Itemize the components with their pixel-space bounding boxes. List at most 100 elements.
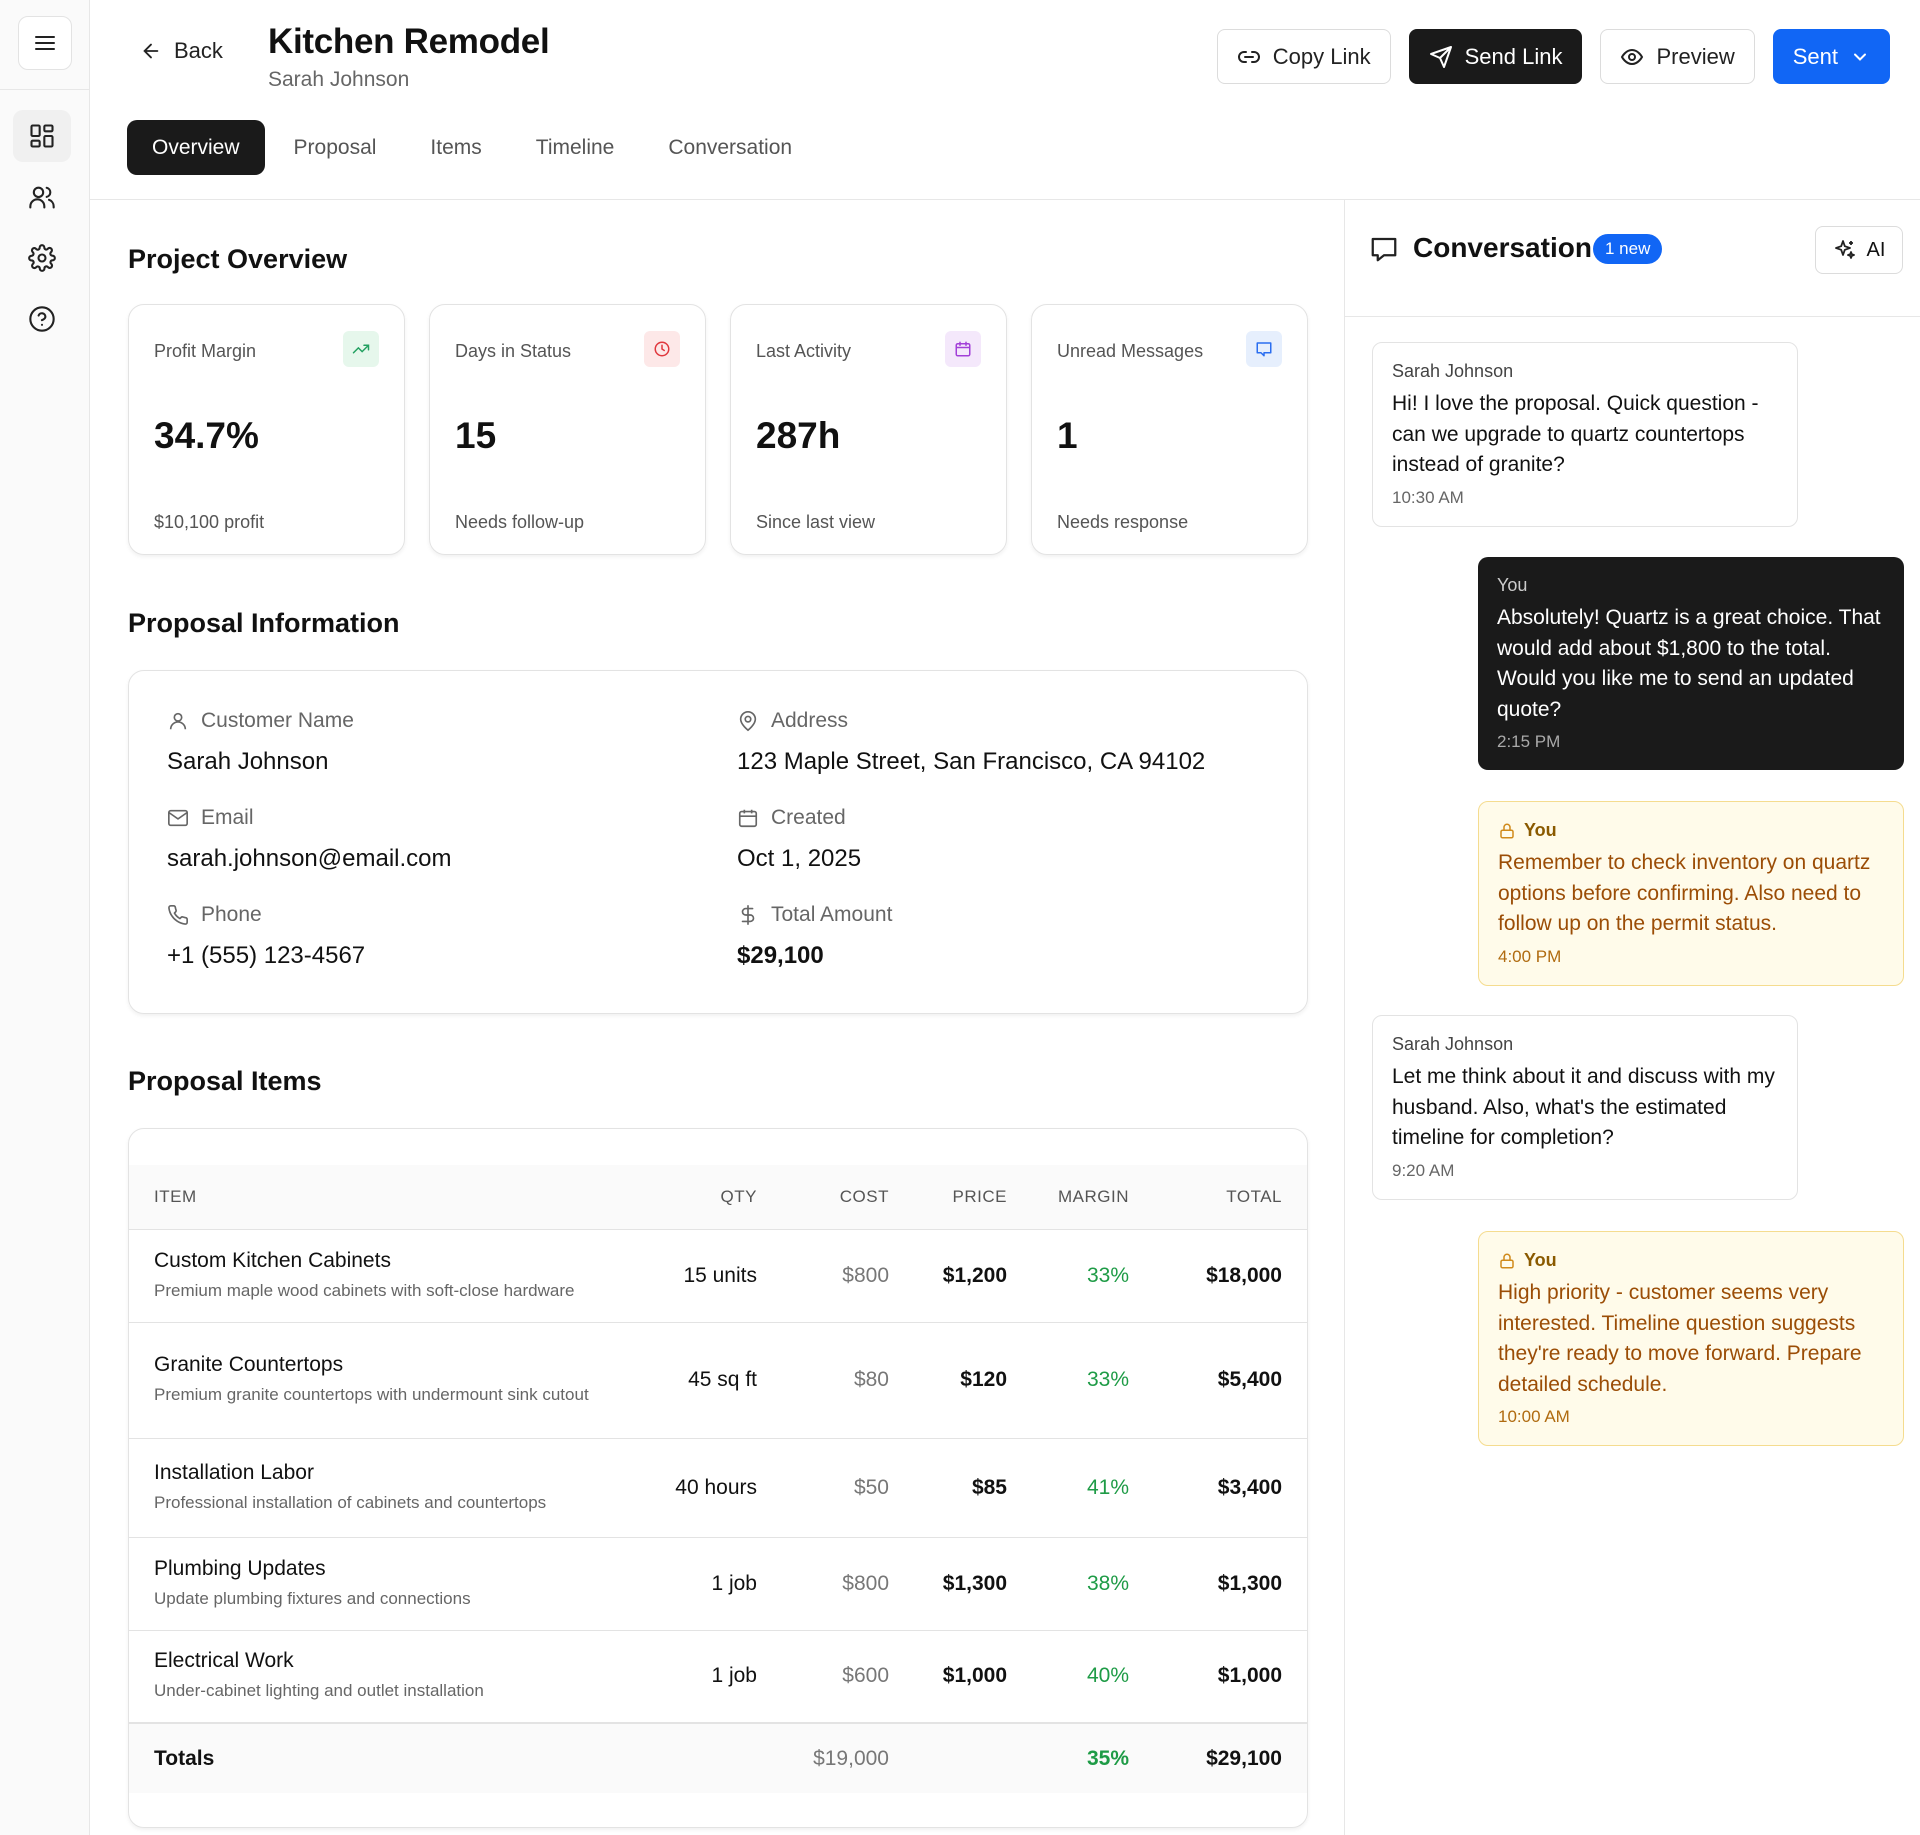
item-desc: Professional installation of cabinets an…: [154, 1492, 547, 1512]
users-icon: [29, 186, 55, 209]
page-title: Kitchen Remodel: [268, 22, 550, 61]
preview-label: Preview: [1656, 43, 1735, 69]
stat-value: 15: [455, 415, 497, 456]
stat-label: Last Activity: [756, 341, 852, 361]
message-text: Hi! I love the proposal. Quick question …: [1392, 392, 1759, 476]
message-customer: Sarah Johnson Let me think about it and …: [1372, 1015, 1798, 1200]
stat-sub: Needs response: [1057, 512, 1189, 532]
copy-link-label: Copy Link: [1272, 43, 1371, 69]
stat-value: 287h: [756, 415, 841, 456]
left-rail: [0, 0, 90, 1835]
total-amount-field: Total Amount $29,100: [737, 903, 892, 970]
total-amount-value: $29,100: [737, 942, 824, 969]
back-label: Back: [174, 38, 223, 63]
item-price: $1,300: [889, 1537, 1007, 1631]
stat-value: 1: [1057, 415, 1078, 456]
back-button[interactable]: Back: [140, 38, 223, 64]
item-margin: 38%: [1007, 1537, 1129, 1631]
phone-field: Phone +1 (555) 123-4567: [167, 903, 365, 970]
nav-settings[interactable]: [13, 232, 71, 284]
item-qty: 1 job: [669, 1630, 757, 1724]
conversation-header: Conversation 1 new AI: [1345, 200, 1920, 317]
items-table: ITEM QTY COST PRICE MARGIN TOTAL Custom …: [129, 1165, 1307, 1793]
email-label: Email: [201, 806, 254, 829]
item-price: $85: [889, 1438, 1007, 1538]
item-margin: 33%: [1007, 1322, 1129, 1439]
new-badge: 1 new: [1593, 234, 1663, 264]
eye-icon: [1621, 48, 1644, 65]
link-icon: [1237, 50, 1260, 63]
stat-last-activity: Last Activity 287h Since last view: [730, 304, 1007, 555]
message-text: High priority - customer seems very inte…: [1498, 1281, 1862, 1396]
header-actions: Copy Link Send Link Preview Sent: [1216, 29, 1890, 84]
tab-items[interactable]: Items: [430, 135, 482, 159]
trending-up-icon: [343, 331, 379, 367]
proposal-info-card: Customer Name Sarah Johnson Email sarah.…: [128, 670, 1308, 1014]
send-link-label: Send Link: [1464, 43, 1563, 69]
preview-button[interactable]: Preview: [1600, 29, 1755, 84]
table-row[interactable]: Custom Kitchen Cabinets Premium maple woo…: [129, 1229, 1307, 1323]
item-total: $1,000: [1129, 1630, 1307, 1724]
nav-dashboard[interactable]: [13, 110, 71, 162]
col-cost: COST: [757, 1165, 889, 1230]
stat-sub: $10,100 profit: [154, 512, 265, 532]
main-content: Project Overview Profit Margin 34.7% $10…: [90, 200, 1344, 1835]
email-value: sarah.johnson@email.com: [167, 845, 452, 872]
menu-button[interactable]: [18, 16, 72, 70]
item-total: $18,000: [1129, 1229, 1307, 1323]
phone-label: Phone: [201, 903, 262, 926]
col-margin: MARGIN: [1007, 1165, 1129, 1230]
col-total: TOTAL: [1129, 1165, 1307, 1230]
ai-label: AI: [1866, 238, 1886, 261]
menu-icon: [35, 36, 55, 50]
lock-icon: [1500, 1253, 1514, 1268]
item-qty: 40 hours: [669, 1438, 757, 1538]
table-row[interactable]: Plumbing Updates Update plumbing fixtures…: [129, 1537, 1307, 1631]
status-dropdown[interactable]: Sent: [1772, 29, 1890, 84]
customer-value: Sarah Johnson: [167, 748, 329, 775]
lock-icon: [1500, 823, 1514, 838]
send-link-button[interactable]: Send Link: [1408, 29, 1583, 84]
gear-icon: [28, 244, 56, 272]
stat-label: Profit Margin: [154, 341, 257, 361]
tab-overview[interactable]: Overview: [127, 120, 265, 175]
table-row[interactable]: Electrical Work Under-cabinet lighting an…: [129, 1630, 1307, 1724]
message-you: You Absolutely! Quartz is a great choice…: [1478, 557, 1904, 770]
item-desc: Update plumbing fixtures and connections: [154, 1588, 471, 1608]
message-author: You: [1524, 1250, 1557, 1270]
status-label: Sent: [1792, 43, 1838, 69]
stat-label: Unread Messages: [1057, 341, 1204, 361]
copy-link-button[interactable]: Copy Link: [1216, 29, 1391, 84]
phone-icon: [168, 905, 188, 925]
page-header: Back Kitchen Remodel Sarah Johnson Copy …: [90, 0, 1920, 200]
ai-button[interactable]: AI: [1815, 226, 1903, 274]
item-cost: $600: [757, 1630, 889, 1724]
address-field: Address 123 Maple Street, San Francisco,…: [737, 709, 1205, 776]
tab-proposal[interactable]: Proposal: [293, 135, 377, 159]
message-author: Sarah Johnson: [1392, 1034, 1514, 1054]
created-value: Oct 1, 2025: [737, 845, 862, 872]
nav-customers[interactable]: [13, 171, 71, 223]
table-row[interactable]: Granite Countertops Premium granite count…: [129, 1322, 1307, 1439]
message-time: 10:30 AM: [1392, 487, 1464, 507]
item-name: Granite Countertops: [154, 1353, 344, 1376]
tab-timeline[interactable]: Timeline: [535, 135, 615, 159]
item-cost: $800: [757, 1229, 889, 1323]
stat-profit-margin: Profit Margin 34.7% $10,100 profit: [128, 304, 405, 555]
calendar-icon: [945, 331, 981, 367]
chevron-down-icon: [1854, 53, 1866, 61]
table-row[interactable]: Installation Labor Professional installat…: [129, 1438, 1307, 1538]
nav-help[interactable]: [13, 293, 71, 345]
proposal-items-card: ITEM QTY COST PRICE MARGIN TOTAL Custom …: [128, 1128, 1308, 1828]
conversation-title: Conversation: [1413, 232, 1592, 263]
item-qty: 15 units: [669, 1229, 757, 1323]
col-item: ITEM: [129, 1165, 669, 1230]
proposal-items-heading: Proposal Items: [128, 1066, 322, 1096]
mail-icon: [168, 809, 188, 827]
stat-label: Days in Status: [455, 341, 572, 361]
send-icon: [1429, 45, 1452, 68]
help-icon: [29, 306, 55, 332]
message-icon: [1246, 331, 1282, 367]
item-total: $3,400: [1129, 1438, 1307, 1538]
tab-conversation[interactable]: Conversation: [668, 135, 793, 159]
